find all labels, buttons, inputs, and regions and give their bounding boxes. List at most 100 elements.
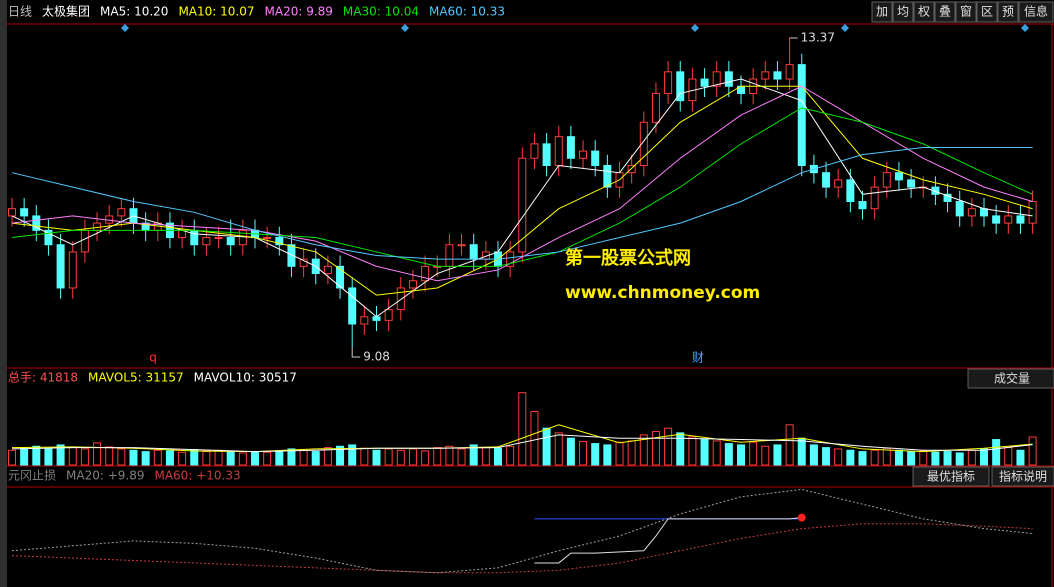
volume-bar bbox=[214, 449, 223, 466]
candle-body bbox=[785, 64, 794, 80]
ma-line bbox=[11, 85, 1033, 282]
volume-bar bbox=[785, 424, 794, 466]
volume-bar bbox=[275, 450, 284, 466]
volume-bar bbox=[639, 434, 648, 466]
candle-body bbox=[724, 71, 733, 87]
toolbar-button-label[interactable]: 叠 bbox=[939, 5, 951, 19]
candle-body bbox=[579, 150, 588, 159]
candle-body bbox=[700, 78, 709, 87]
indicator-button[interactable] bbox=[991, 466, 1054, 487]
indicator-button[interactable] bbox=[912, 466, 990, 487]
volume-bar bbox=[518, 392, 527, 466]
toolbar-button-label[interactable]: 信息 bbox=[1024, 4, 1048, 19]
volume-bar bbox=[797, 437, 806, 466]
volume-bar bbox=[834, 448, 843, 466]
volume-header: MAVOL10: 30517 bbox=[194, 371, 297, 385]
toolbar-button[interactable] bbox=[955, 1, 977, 23]
candle-body bbox=[603, 164, 612, 188]
ma-line bbox=[11, 85, 1033, 296]
toolbar-button[interactable] bbox=[892, 1, 914, 23]
volume-bar bbox=[712, 440, 721, 466]
volume-bar bbox=[919, 450, 928, 466]
volume-bar bbox=[481, 447, 490, 466]
volume-bar bbox=[822, 447, 831, 466]
candle-body bbox=[469, 244, 478, 260]
volume-bar bbox=[408, 448, 417, 466]
toolbar-button-label[interactable]: 均 bbox=[897, 5, 909, 19]
candle-body bbox=[676, 71, 685, 102]
toolbar-button-label[interactable]: 窗 bbox=[960, 5, 972, 19]
volume-bar bbox=[323, 447, 332, 466]
ma-line bbox=[11, 78, 1033, 318]
volume-bar bbox=[117, 448, 126, 466]
volume-bar bbox=[336, 445, 345, 466]
marker: q bbox=[149, 351, 157, 365]
candle-body bbox=[421, 265, 430, 282]
toolbar-button-label[interactable]: 区 bbox=[981, 5, 993, 19]
volume-bar bbox=[749, 441, 758, 466]
volume-bar bbox=[372, 449, 381, 466]
volume-button[interactable] bbox=[967, 368, 1054, 389]
volume-bar bbox=[688, 436, 697, 466]
volume-bar bbox=[955, 452, 964, 466]
toolbar-button[interactable] bbox=[1018, 1, 1054, 23]
volume-bar bbox=[530, 410, 539, 466]
volume-bar bbox=[809, 444, 818, 466]
candle-body bbox=[348, 287, 357, 325]
header-item: MA60: 10.33 bbox=[429, 5, 505, 19]
volume-bar bbox=[724, 443, 733, 466]
candle-body bbox=[712, 71, 721, 87]
volume-bar bbox=[153, 449, 162, 466]
candle-body bbox=[190, 229, 199, 246]
volume-button-label[interactable]: 成交量 bbox=[994, 371, 1030, 386]
volume-bar bbox=[348, 444, 357, 466]
volume-bar bbox=[396, 449, 405, 466]
volume-bar bbox=[80, 448, 89, 466]
left-strip bbox=[0, 0, 7, 587]
mavol-line bbox=[11, 424, 1033, 453]
volume-bar bbox=[202, 451, 211, 466]
header-item: MA20: 9.89 bbox=[265, 5, 333, 19]
toolbar-button[interactable] bbox=[976, 1, 998, 23]
candle-body bbox=[894, 172, 903, 181]
watermark: www.chnmoney.com bbox=[565, 283, 760, 303]
candle-body bbox=[664, 71, 673, 94]
toolbar-button[interactable] bbox=[997, 1, 1019, 23]
candle-body bbox=[336, 265, 345, 289]
volume-bar bbox=[870, 449, 879, 466]
volume-bar bbox=[967, 449, 976, 466]
candle-body bbox=[943, 193, 952, 203]
toolbar-button-label[interactable]: 加 bbox=[876, 5, 888, 19]
toolbar-button[interactable] bbox=[871, 1, 893, 23]
candle-body bbox=[639, 121, 648, 166]
candle-body bbox=[238, 229, 247, 246]
marker: 财 bbox=[692, 351, 704, 365]
candle-body bbox=[287, 244, 296, 267]
candle-body bbox=[323, 265, 332, 275]
candle-body bbox=[263, 237, 272, 240]
candle-body bbox=[627, 164, 636, 174]
candle-body bbox=[870, 186, 879, 210]
candle-body bbox=[542, 143, 551, 166]
candle-body bbox=[56, 244, 65, 289]
volume-bar bbox=[603, 444, 612, 466]
volume-bar bbox=[384, 448, 393, 466]
volume-bar bbox=[287, 448, 296, 466]
volume-bar bbox=[68, 447, 77, 466]
candle-body bbox=[566, 136, 575, 159]
header-item: 日线 bbox=[8, 5, 32, 19]
candle-body bbox=[117, 208, 126, 217]
volume-bar bbox=[931, 451, 940, 466]
volume-bar bbox=[761, 445, 770, 466]
volume-bar bbox=[882, 447, 891, 466]
indicator-button-label[interactable]: 指标说明 bbox=[999, 469, 1047, 484]
indicator-button-label[interactable]: 最优指标 bbox=[927, 469, 975, 484]
candle-body bbox=[761, 71, 770, 80]
toolbar-button-label[interactable]: 预 bbox=[1002, 5, 1014, 19]
volume-bar bbox=[165, 450, 174, 466]
toolbar-button[interactable] bbox=[913, 1, 935, 23]
toolbar-button[interactable] bbox=[934, 1, 956, 23]
volume-bar bbox=[676, 432, 685, 466]
toolbar-button-label[interactable]: 权 bbox=[918, 5, 930, 19]
